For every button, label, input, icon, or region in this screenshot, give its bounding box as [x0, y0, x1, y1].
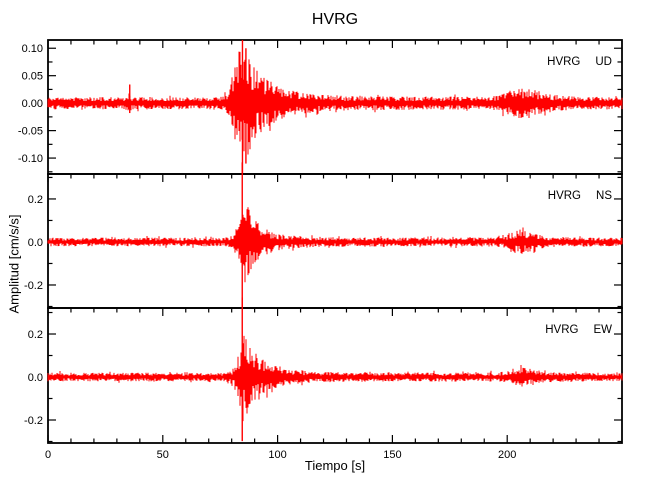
- x-tick-label: 0: [45, 449, 51, 461]
- y-tick-label: 0.10: [22, 43, 43, 55]
- y-axis-label: Amplitud [cm/s/s]: [6, 214, 22, 314]
- y-tick-label: -0.05: [18, 126, 43, 138]
- seismic-trace: [47, 51, 623, 155]
- page-title: HVRG: [311, 11, 359, 28]
- panel-component: NS: [596, 190, 612, 202]
- y-tick-label: -0.2: [24, 280, 43, 292]
- panel-station: HVRG: [548, 190, 581, 202]
- y-tick-label: 0.00: [22, 98, 43, 110]
- y-tick-label: 0.05: [22, 71, 43, 83]
- y-tick-label: -0.2: [24, 415, 43, 427]
- seismic-trace: [47, 207, 623, 283]
- y-tick-label: -0.10: [18, 153, 43, 165]
- seismic-trace: [47, 335, 623, 422]
- panel-station: HVRG: [545, 324, 578, 336]
- y-tick-label: 0.2: [28, 194, 43, 206]
- y-tick-label: 0.2: [28, 329, 43, 341]
- y-tick-label: 0.0: [28, 237, 43, 249]
- x-axis-label: Tiempo [s]: [304, 458, 366, 473]
- panel-station: HVRG: [547, 56, 580, 68]
- x-tick-label: 150: [383, 449, 401, 461]
- x-tick-label: 200: [498, 449, 516, 461]
- y-tick-label: 0.0: [28, 372, 43, 384]
- x-tick-label: 50: [157, 449, 169, 461]
- panel-label: HVRG EW: [545, 324, 612, 336]
- panel-component: EW: [593, 324, 612, 336]
- x-tick-label: 100: [268, 449, 286, 461]
- panel-component: UD: [595, 56, 612, 68]
- panel-label: HVRG NS: [548, 190, 613, 202]
- panel-label: HVRG UD: [547, 56, 612, 68]
